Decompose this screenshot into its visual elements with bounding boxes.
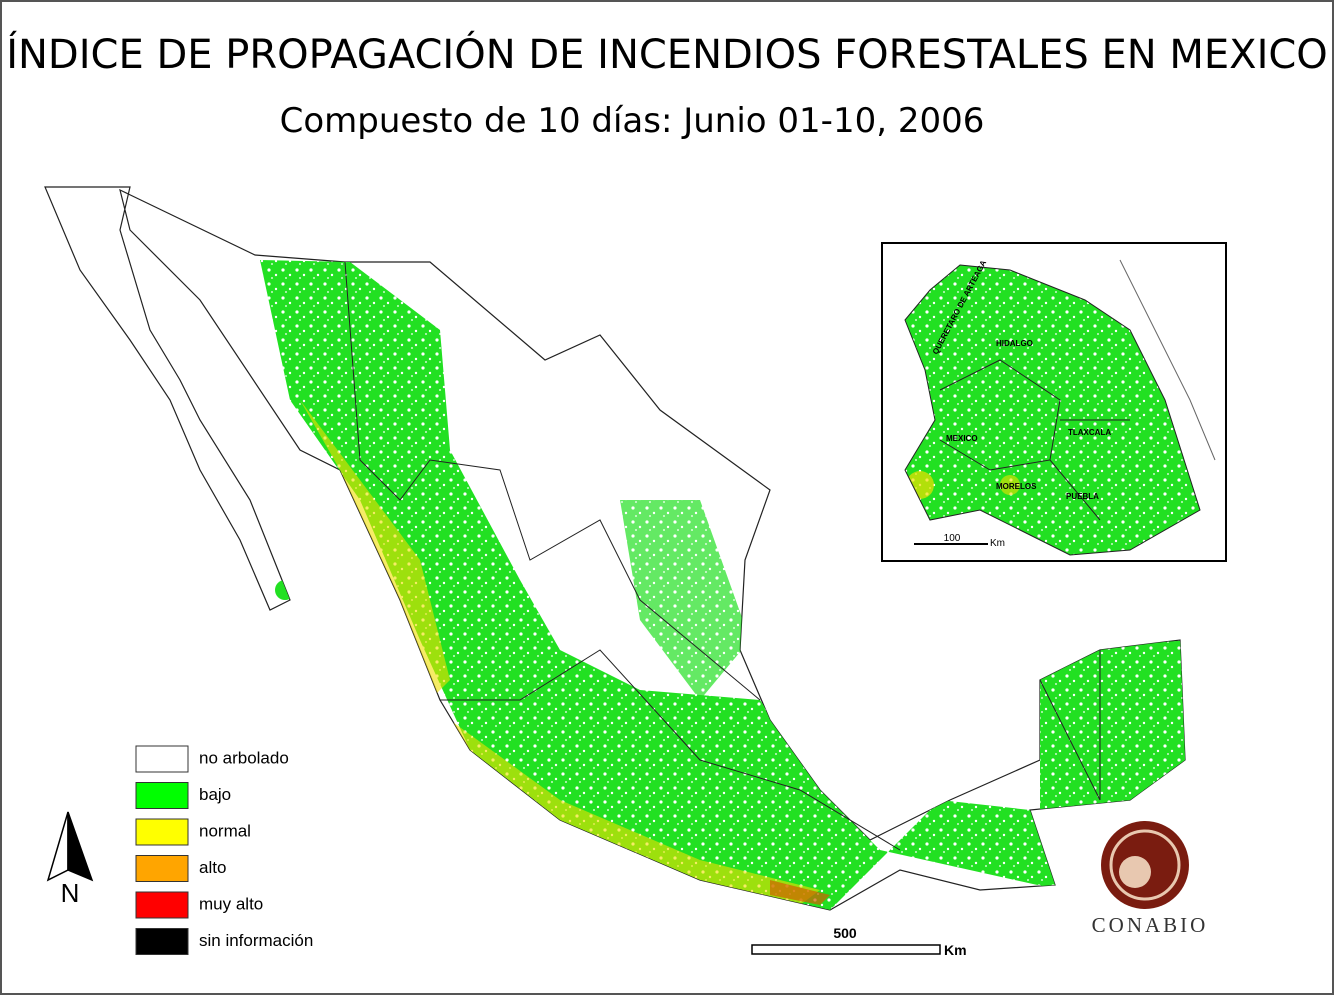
subtitle: Compuesto de 10 días: Junio 01-10, 2006 — [280, 101, 985, 141]
legend-label: no arbolado — [199, 748, 289, 767]
logo-text: CONABIO — [1092, 913, 1209, 937]
inset-label: HIDALGO — [996, 339, 1033, 348]
inset-map: QUERETARO DE ARTEAGA HIDALGO MEXICO TLAX… — [881, 242, 1227, 562]
title: ÍNDICE DE PROPAGACIÓN DE INCENDIOS FORES… — [6, 30, 1328, 78]
legend: no arbolado bajo normal alto muy alto sin inf… — [135, 745, 313, 955]
legend-swatch — [135, 855, 189, 882]
legend-swatch — [135, 928, 189, 955]
legend-swatch — [135, 782, 189, 809]
legend-label: sin información — [199, 931, 313, 950]
inset-label: MEXICO — [946, 434, 978, 443]
inset-label: MORELOS — [996, 482, 1037, 491]
scale-bar: 500 Km — [751, 925, 967, 958]
inset-label: PUEBLA — [1066, 492, 1099, 501]
scale-label: 500 — [833, 925, 857, 941]
inset-label: TLAXCALA — [1068, 428, 1111, 437]
legend-label: alto — [199, 858, 226, 877]
legend-label: bajo — [199, 785, 231, 804]
legend-swatch — [135, 818, 189, 846]
legend-swatch — [135, 891, 189, 919]
mexico-map — [44, 186, 1186, 911]
legend-swatch — [135, 745, 189, 773]
inset-scale-label: 100 — [944, 533, 961, 544]
legend-label: muy alto — [199, 894, 263, 913]
inset-scale-unit: Km — [990, 538, 1005, 549]
legend-label: normal — [199, 821, 251, 840]
logo: CONABIO — [1092, 821, 1209, 937]
scale-unit: Km — [944, 942, 967, 958]
north-arrow: N — [46, 811, 94, 908]
north-label: N — [61, 878, 80, 908]
